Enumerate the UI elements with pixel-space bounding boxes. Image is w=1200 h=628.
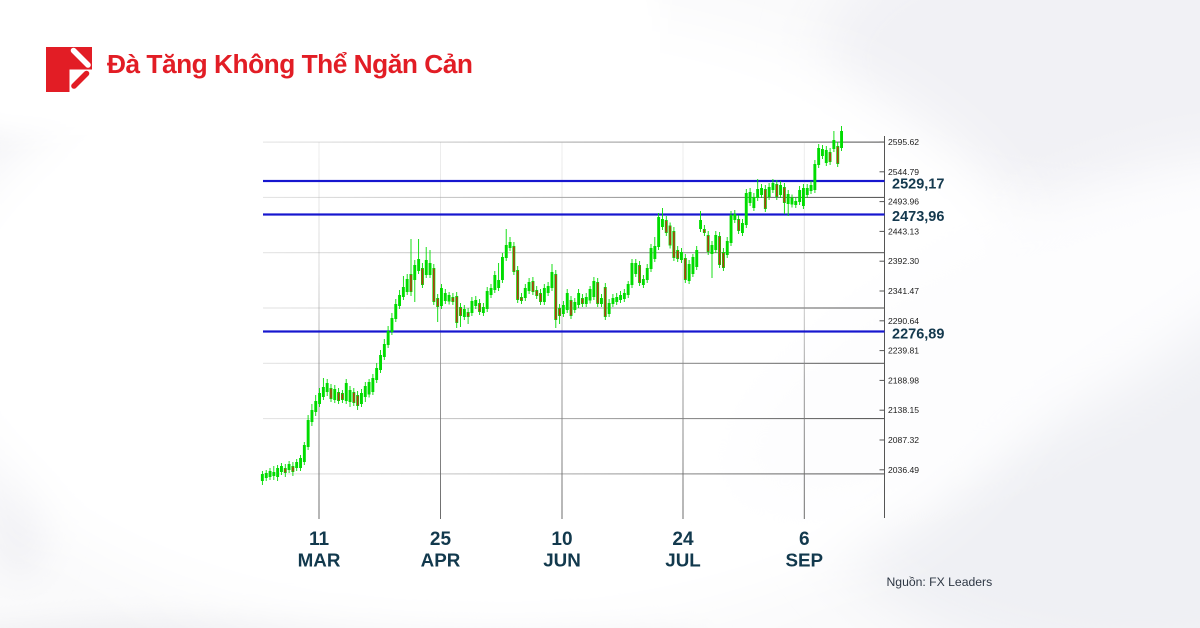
svg-text:SEP: SEP <box>786 550 824 571</box>
svg-text:2493.96: 2493.96 <box>888 197 919 207</box>
svg-text:APR: APR <box>421 550 461 571</box>
svg-text:2529,17: 2529,17 <box>892 176 944 192</box>
svg-text:JUL: JUL <box>665 550 700 571</box>
svg-text:2595.62: 2595.62 <box>888 137 919 147</box>
svg-text:6: 6 <box>799 529 810 550</box>
svg-text:2087.32: 2087.32 <box>888 435 919 445</box>
svg-text:2443.13: 2443.13 <box>888 226 919 236</box>
svg-text:2290.64: 2290.64 <box>888 316 919 326</box>
svg-text:10: 10 <box>551 529 572 550</box>
svg-text:2239.81: 2239.81 <box>888 346 919 356</box>
svg-text:2544.79: 2544.79 <box>888 167 919 177</box>
svg-text:MAR: MAR <box>298 550 341 571</box>
svg-text:25: 25 <box>430 529 452 550</box>
svg-text:2188.98: 2188.98 <box>888 375 919 385</box>
svg-text:2138.15: 2138.15 <box>888 405 919 415</box>
svg-text:JUN: JUN <box>543 550 581 571</box>
svg-text:2036.49: 2036.49 <box>888 465 919 475</box>
svg-text:2276,89: 2276,89 <box>892 326 944 342</box>
svg-text:2341.47: 2341.47 <box>888 286 919 296</box>
svg-text:24: 24 <box>672 529 694 550</box>
svg-text:2392.30: 2392.30 <box>888 256 919 266</box>
svg-text:11: 11 <box>309 529 330 550</box>
svg-text:2473,96: 2473,96 <box>892 209 944 225</box>
